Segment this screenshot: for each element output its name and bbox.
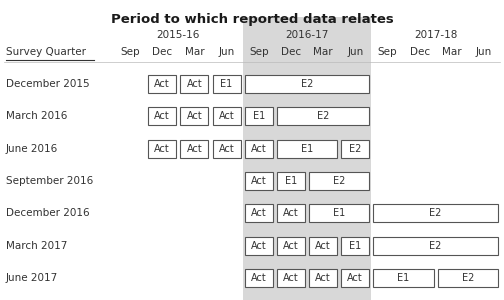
Text: Act: Act [283, 273, 299, 283]
Bar [180, 140, 209, 158]
Bar [148, 140, 176, 158]
Bar [277, 140, 337, 158]
Text: December 2015: December 2015 [6, 79, 90, 89]
Text: March 2016: March 2016 [6, 111, 68, 122]
Bar [309, 269, 337, 287]
Bar [277, 204, 305, 222]
Text: Period to which reported data relates: Period to which reported data relates [110, 13, 394, 26]
Bar [244, 140, 273, 158]
Text: Jun: Jun [218, 47, 235, 57]
Text: Act: Act [283, 241, 299, 250]
Bar [341, 237, 369, 255]
Bar [180, 75, 209, 93]
Text: E1: E1 [285, 176, 297, 186]
Text: Act: Act [186, 111, 202, 122]
Bar [277, 237, 305, 255]
Text: E2: E2 [462, 273, 474, 283]
Bar [244, 172, 273, 190]
Bar [244, 269, 273, 287]
Text: June 2016: June 2016 [6, 144, 58, 154]
Text: March 2017: March 2017 [6, 241, 68, 250]
Bar [277, 172, 305, 190]
Text: Act: Act [251, 144, 267, 154]
Bar [277, 269, 305, 287]
Text: E2: E2 [429, 241, 442, 250]
Bar [242, 17, 371, 300]
Text: Survey Quarter: Survey Quarter [6, 47, 86, 57]
Text: Act: Act [154, 111, 170, 122]
Text: Sep: Sep [249, 47, 269, 57]
Text: Sep: Sep [377, 47, 397, 57]
Text: Act: Act [347, 273, 363, 283]
Text: Mar: Mar [313, 47, 333, 57]
Bar [309, 237, 337, 255]
Text: Act: Act [219, 144, 234, 154]
Text: Mar: Mar [184, 47, 204, 57]
Text: E2: E2 [317, 111, 329, 122]
Text: 2016-17: 2016-17 [285, 30, 329, 40]
Bar [309, 172, 369, 190]
Text: E2: E2 [429, 208, 442, 218]
Bar [148, 75, 176, 93]
Text: Act: Act [186, 79, 202, 89]
Bar [373, 269, 433, 287]
Text: Act: Act [315, 241, 331, 250]
Bar [341, 140, 369, 158]
Text: Act: Act [154, 144, 170, 154]
Text: Dec: Dec [281, 47, 301, 57]
Text: Jun: Jun [347, 47, 363, 57]
Text: 2017-18: 2017-18 [414, 30, 457, 40]
Text: Dec: Dec [152, 47, 172, 57]
Bar [213, 75, 241, 93]
Text: Act: Act [219, 111, 234, 122]
Text: Sep: Sep [120, 47, 140, 57]
Text: September 2016: September 2016 [6, 176, 93, 186]
Text: June 2017: June 2017 [6, 273, 58, 283]
Text: E1: E1 [349, 241, 361, 250]
Text: E1: E1 [253, 111, 265, 122]
Bar [277, 107, 369, 125]
Text: E1: E1 [220, 79, 233, 89]
Text: Dec: Dec [410, 47, 429, 57]
Text: E2: E2 [349, 144, 361, 154]
Bar [244, 237, 273, 255]
Text: 2015-16: 2015-16 [157, 30, 200, 40]
Text: Act: Act [154, 79, 170, 89]
Bar [244, 107, 273, 125]
Text: Mar: Mar [442, 47, 462, 57]
Bar [148, 107, 176, 125]
Bar [244, 75, 369, 93]
Text: E1: E1 [333, 208, 345, 218]
Bar [373, 204, 498, 222]
Bar [213, 107, 241, 125]
Bar [244, 204, 273, 222]
Text: E2: E2 [333, 176, 345, 186]
Text: Act: Act [315, 273, 331, 283]
Text: Act: Act [251, 176, 267, 186]
Text: E1: E1 [397, 273, 410, 283]
Text: Act: Act [251, 273, 267, 283]
Bar [437, 269, 498, 287]
Text: Act: Act [283, 208, 299, 218]
Text: Act: Act [251, 208, 267, 218]
Bar [309, 204, 369, 222]
Bar [373, 237, 498, 255]
Bar [341, 269, 369, 287]
Text: E1: E1 [301, 144, 313, 154]
Text: Act: Act [186, 144, 202, 154]
Text: December 2016: December 2016 [6, 208, 90, 218]
Text: Jun: Jun [476, 47, 492, 57]
Bar [180, 107, 209, 125]
Bar [213, 140, 241, 158]
Text: E2: E2 [301, 79, 313, 89]
Text: Act: Act [251, 241, 267, 250]
